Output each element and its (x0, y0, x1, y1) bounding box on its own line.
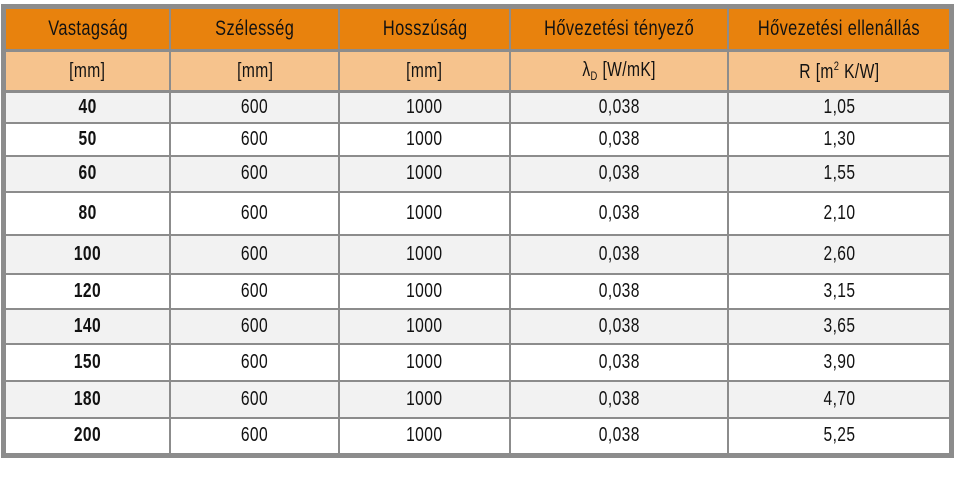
header-label: Szélesség (215, 17, 295, 40)
cell-resistance: 3,65 (727, 307, 953, 345)
table-row: 60 600 1000 0,038 1,55 (2, 154, 953, 193)
unit-label: [mm] (69, 59, 106, 82)
cell-length: 1000 (338, 379, 512, 419)
unit-cell-lambda: λD [W/mK] (509, 49, 730, 93)
unit-label: [mm] (236, 59, 273, 82)
cell-resistance: 1,05 (727, 90, 953, 124)
header-label: Hosszúság (382, 17, 467, 40)
cell-width: 600 (169, 190, 341, 236)
cell-resistance: 3,15 (727, 272, 953, 310)
cell-width: 600 (169, 379, 341, 419)
cell-resistance: 2,60 (727, 233, 953, 275)
header-cell-length: Hosszúság (338, 5, 512, 52)
resistance-superscript: 2 (833, 58, 840, 73)
cell-thickness: 40 (2, 90, 172, 124)
cell-length: 1000 (338, 90, 512, 124)
cell-thickness: 180 (2, 379, 172, 419)
unit-label-lambda: λD [W/mK] (582, 59, 656, 83)
cell-width: 600 (169, 342, 341, 382)
cell-lambda: 0,038 (509, 90, 730, 124)
cell-length: 1000 (338, 272, 512, 310)
table-row: 100 600 1000 0,038 2,60 (2, 233, 953, 275)
unit-label-resistance: R [m2 K/W] (799, 59, 879, 84)
cell-lambda: 0,038 (509, 233, 730, 275)
header-cell-thermal-conductivity: Hővezetési tényező (509, 5, 730, 52)
unit-cell-thickness: [mm] (2, 49, 172, 93)
cell-width: 600 (169, 121, 341, 157)
cell-lambda: 0,038 (509, 154, 730, 193)
table-header: Vastagság Szélesség Hosszúság Hővezetési… (2, 5, 953, 93)
table-row: 180 600 1000 0,038 4,70 (2, 379, 953, 419)
cell-length: 1000 (338, 342, 512, 382)
cell-width: 600 (169, 154, 341, 193)
cell-width: 600 (169, 272, 341, 310)
table-row: 150 600 1000 0,038 3,90 (2, 342, 953, 382)
lambda-symbol: λ (582, 59, 591, 81)
cell-length: 1000 (338, 121, 512, 157)
table-row: 50 600 1000 0,038 1,30 (2, 121, 953, 157)
header-label: Hővezetési tényező (544, 17, 695, 40)
cell-thickness: 120 (2, 272, 172, 310)
table-row: 140 600 1000 0,038 3,65 (2, 307, 953, 345)
unit-cell-width: [mm] (169, 49, 341, 93)
cell-resistance: 1,30 (727, 121, 953, 157)
unit-cell-resistance: R [m2 K/W] (727, 49, 953, 93)
cell-thickness: 80 (2, 190, 172, 236)
cell-lambda: 0,038 (509, 121, 730, 157)
table-body: 40 600 1000 0,038 1,05 50 600 1000 0,038… (2, 90, 953, 457)
cell-length: 1000 (338, 233, 512, 275)
cell-thickness: 60 (2, 154, 172, 193)
cell-thickness: 50 (2, 121, 172, 157)
header-cell-width: Szélesség (169, 5, 341, 52)
cell-thickness: 100 (2, 233, 172, 275)
cell-length: 1000 (338, 154, 512, 193)
cell-lambda: 0,038 (509, 190, 730, 236)
insulation-spec-table: Vastagság Szélesség Hosszúság Hővezetési… (1, 4, 954, 458)
unit-label: [mm] (406, 59, 443, 82)
table-row: 40 600 1000 0,038 1,05 (2, 90, 953, 124)
page: Vastagság Szélesség Hosszúság Hővezetési… (1, 4, 954, 458)
lambda-subscript: D (590, 69, 598, 83)
cell-width: 600 (169, 416, 341, 457)
cell-resistance: 2,10 (727, 190, 953, 236)
table-row: 120 600 1000 0,038 3,15 (2, 272, 953, 310)
header-label: Vastagság (47, 17, 128, 40)
cell-width: 600 (169, 90, 341, 124)
cell-lambda: 0,038 (509, 342, 730, 382)
unit-row: [mm] [mm] [mm] λD [W/mK] R [m2 K/W] (2, 49, 953, 93)
cell-lambda: 0,038 (509, 379, 730, 419)
cell-lambda: 0,038 (509, 272, 730, 310)
header-label: Hővezetési ellenállás (758, 17, 921, 40)
cell-width: 600 (169, 233, 341, 275)
table-row: 80 600 1000 0,038 2,10 (2, 190, 953, 236)
resistance-symbol: R [m (799, 60, 834, 83)
table-row: 200 600 1000 0,038 5,25 (2, 416, 953, 457)
header-cell-thermal-resistance: Hővezetési ellenállás (727, 5, 953, 52)
cell-lambda: 0,038 (509, 307, 730, 345)
cell-length: 1000 (338, 307, 512, 345)
unit-cell-length: [mm] (338, 49, 512, 93)
cell-length: 1000 (338, 416, 512, 457)
cell-length: 1000 (338, 190, 512, 236)
cell-thickness: 200 (2, 416, 172, 457)
cell-resistance: 3,90 (727, 342, 953, 382)
cell-resistance: 1,55 (727, 154, 953, 193)
cell-width: 600 (169, 307, 341, 345)
cell-resistance: 4,70 (727, 379, 953, 419)
lambda-unit: [W/mK] (597, 59, 656, 81)
cell-resistance: 5,25 (727, 416, 953, 457)
cell-thickness: 140 (2, 307, 172, 345)
cell-thickness: 150 (2, 342, 172, 382)
header-cell-thickness: Vastagság (2, 5, 172, 52)
header-row: Vastagság Szélesség Hosszúság Hővezetési… (2, 5, 953, 52)
cell-lambda: 0,038 (509, 416, 730, 457)
resistance-unit: K/W] (839, 60, 880, 83)
